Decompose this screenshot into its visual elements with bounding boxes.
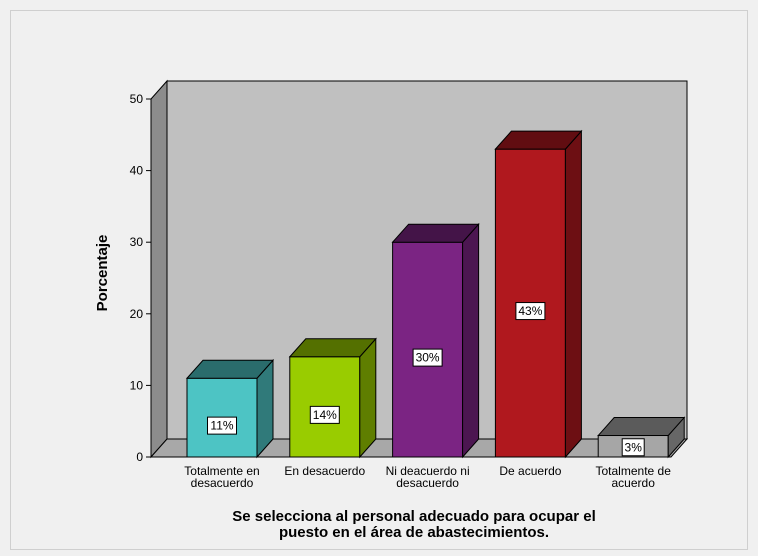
bars: 11% 14% 30% 43% 3%	[185, 129, 686, 459]
x-axis-title-line: puesto en el área de abastecimientos.	[279, 524, 549, 541]
x-tick-label: De acuerdo	[499, 464, 561, 478]
bar: 43%	[494, 129, 583, 459]
bar-top	[288, 338, 377, 358]
data-label: 3%	[625, 440, 643, 454]
bar-top	[494, 130, 583, 150]
x-tick-label: Totalmente de acuerdo	[596, 464, 672, 490]
x-axis-title-line: Se selecciona al personal adecuado para …	[232, 508, 596, 525]
data-label-box	[621, 438, 645, 457]
data-label: 43%	[518, 304, 542, 318]
x-axis-title: Se selecciona al personal adecuado para …	[232, 508, 596, 541]
bar: 30%	[391, 222, 480, 459]
bar: 14%	[288, 337, 377, 459]
x-tick-label-line: En desacuerdo	[284, 464, 365, 478]
x-tick-label-line: Totalmente de	[596, 464, 672, 478]
y-tick-label: 50	[130, 92, 144, 106]
y-tick-label: 40	[130, 164, 144, 178]
bar-top	[597, 417, 686, 437]
x-tick-label: Totalmente en desacuerdo	[184, 464, 259, 490]
data-label: 11%	[210, 419, 233, 433]
y-tick-label: 10	[130, 378, 144, 392]
x-tick-label: Ni deacuerdo ni desacuerdo	[386, 464, 470, 490]
data-label-box	[515, 302, 546, 321]
x-tick-label-line: Totalmente en	[184, 464, 259, 478]
x-tick-label-line: desacuerdo	[191, 476, 254, 490]
data-label-box	[309, 405, 340, 424]
x-tick-label-line: acuerdo	[612, 476, 656, 490]
chart-frame: 0 10 20 30 40 50 11% 14% 30% 43% 3% Totalmente en…	[10, 10, 748, 550]
data-label-box	[207, 416, 237, 435]
bar: 3%	[597, 416, 686, 459]
bar-side	[462, 222, 480, 459]
y-axis-label: Porcentaje	[94, 235, 111, 312]
x-tick-label-line: De acuerdo	[499, 464, 561, 478]
bar-top	[391, 223, 480, 243]
y-tick-label: 30	[130, 235, 144, 249]
data-label: 30%	[416, 351, 440, 365]
bar-top	[185, 359, 275, 379]
x-tick-label-line: desacuerdo	[396, 476, 459, 490]
x-tick-label-line: Ni deacuerdo ni	[386, 464, 470, 478]
y-tick-label: 0	[136, 450, 143, 464]
data-label-box	[412, 348, 443, 367]
bar-chart: 0 10 20 30 40 50 11% 14% 30% 43% 3% Totalmente en…	[94, 79, 689, 541]
bar-side	[564, 129, 582, 459]
y-axis: 0 10 20 30 40 50	[130, 92, 152, 464]
data-label: 14%	[313, 408, 337, 422]
side-wall	[150, 79, 168, 459]
bar-side	[359, 337, 377, 459]
bar: 11%	[185, 358, 275, 459]
y-tick-label: 20	[130, 307, 144, 321]
x-tick-label: En desacuerdo	[284, 464, 365, 478]
